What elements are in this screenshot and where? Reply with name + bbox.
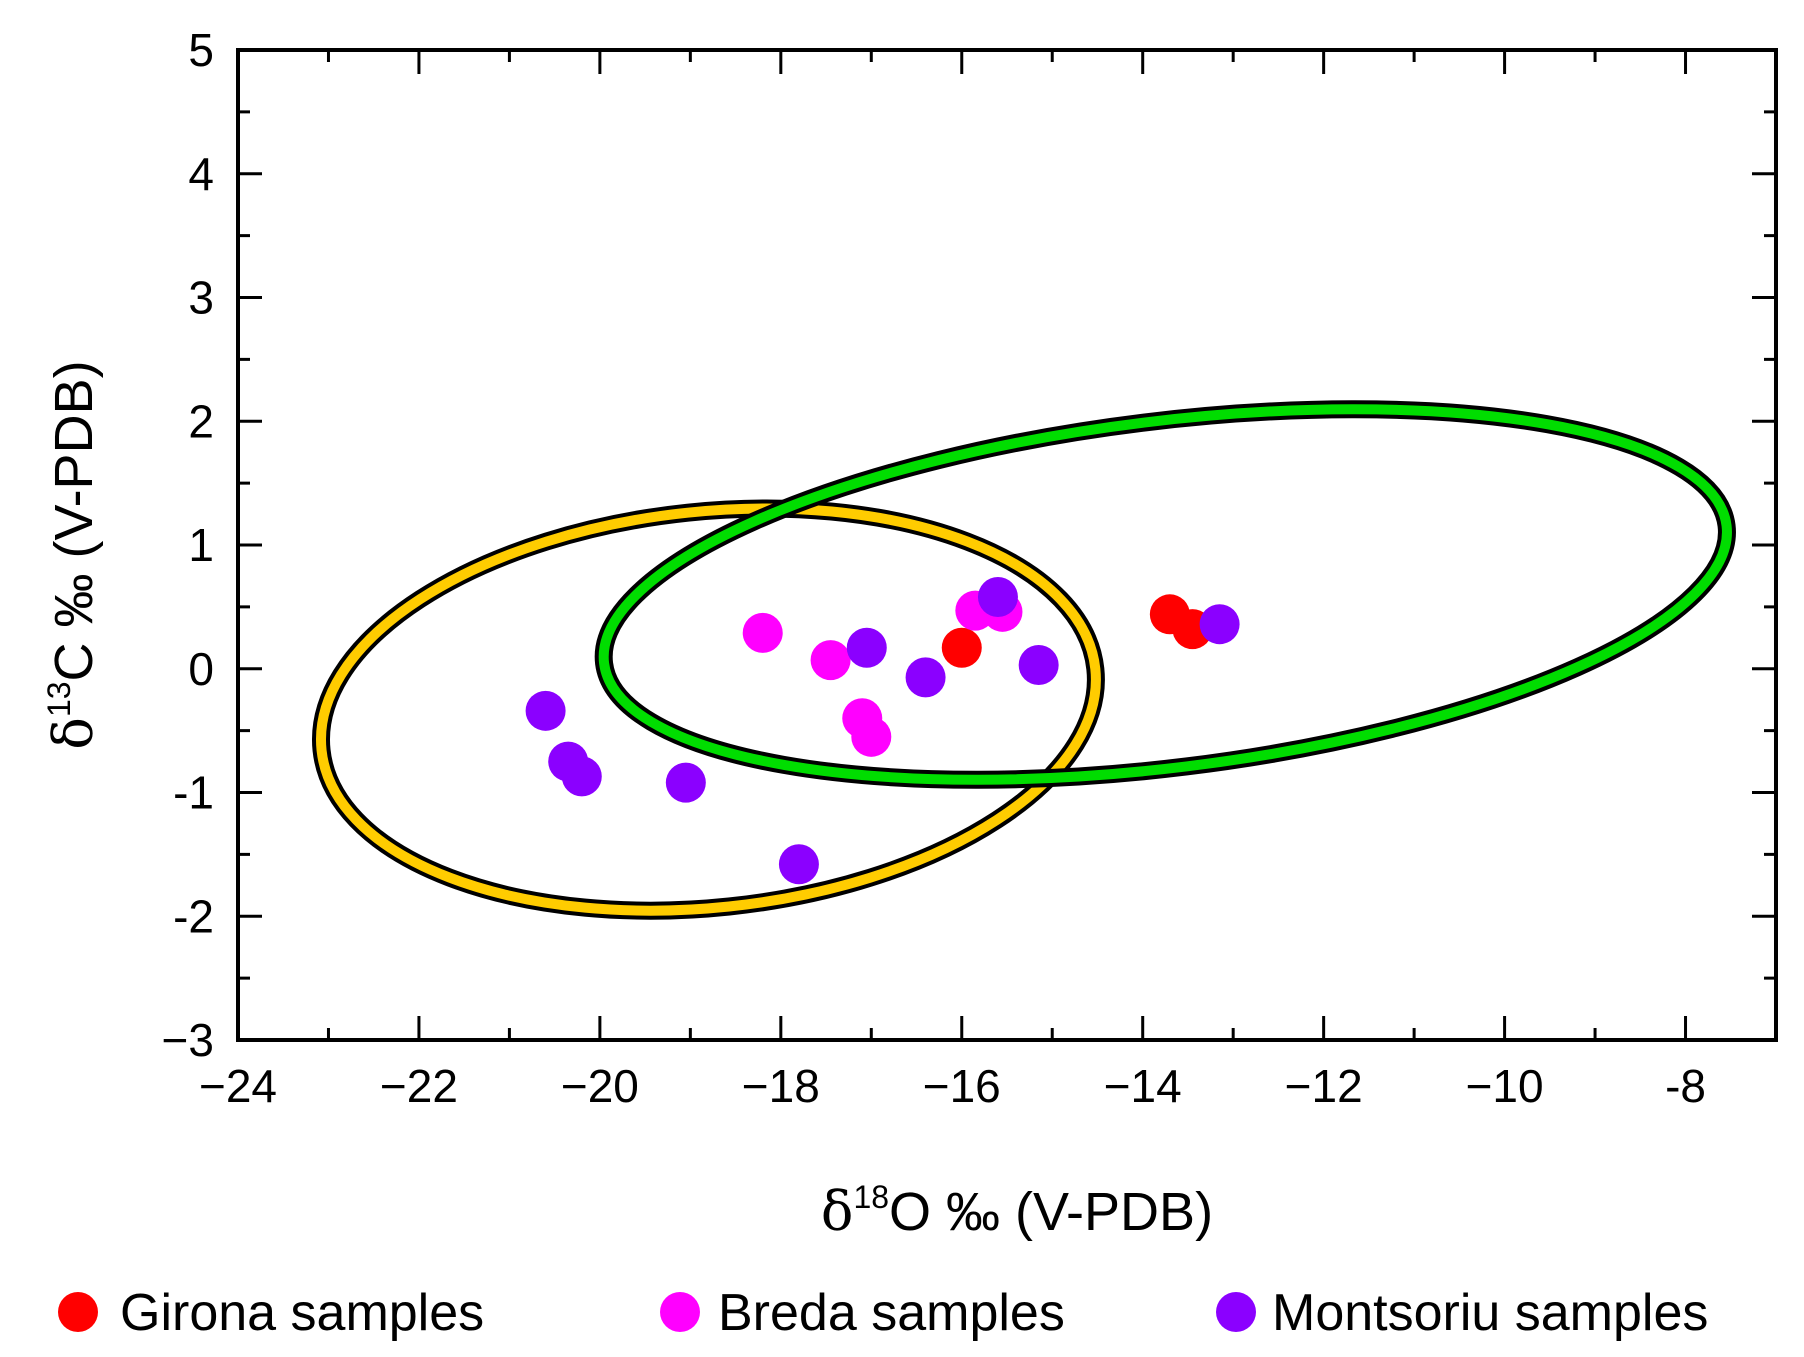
x-axis-title-suffix: O ‰ (V-PDB) [889,1182,1213,1242]
point-montsoriu-2 [561,756,602,797]
points-layer [525,576,1240,885]
point-montsoriu-8 [1018,645,1059,686]
point-montsoriu-7 [977,576,1018,617]
point-girona-2 [941,627,982,668]
yellow-field-ellipse [312,499,1105,920]
ellipse-layer [312,400,1736,920]
point-montsoriu-9 [1199,604,1240,645]
green-field-ring [598,404,1732,785]
legend-marker-montsoriu [1216,1292,1256,1332]
x-axis-title-prefix: δ [821,1180,854,1243]
point-montsoriu-4 [778,844,819,885]
legend-marker-breda [660,1292,700,1332]
y-axis-title-sup: 13 [41,681,77,717]
y-tick-label: 4 [188,148,214,200]
point-montsoriu-6 [905,657,946,698]
x-tick-label: −12 [1285,1060,1363,1112]
y-axis-title: δ13C ‰ (V-PDB) [41,360,105,749]
y-tick-label: 1 [188,519,214,571]
y-tick-label: 3 [188,272,214,324]
x-tick-label: −20 [561,1060,639,1112]
y-tick-label: -1 [173,767,214,819]
x-tick-label: −24 [199,1060,277,1112]
x-axis-title-sup: 18 [853,1179,889,1215]
x-tick-label: −14 [1104,1060,1182,1112]
y-tick-label: 2 [188,395,214,447]
legend-label-girona: Girona samples [120,1284,484,1342]
legend-marker-girona [58,1292,98,1332]
point-breda-3 [851,716,892,757]
x-tick-label: −18 [742,1060,820,1112]
y-tick-label: -2 [173,890,214,942]
y-tick-label: 0 [188,643,214,695]
point-montsoriu-0 [525,690,566,731]
point-breda-1 [810,640,851,681]
legend-label-montsoriu: Montsoriu samples [1272,1284,1708,1342]
yellow-field-ring [316,503,1101,916]
point-breda-0 [742,612,783,653]
y-axis-title-suffix: C ‰ (V-PDB) [44,360,104,681]
x-axis-title: δ18O ‰ (V-PDB) [821,1179,1213,1243]
ticks-layer [236,48,1778,1042]
x-tick-label: −10 [1466,1060,1544,1112]
y-axis-title-prefix: δ [42,717,105,750]
x-tick-label: −16 [923,1060,1001,1112]
point-montsoriu-5 [846,627,887,668]
point-montsoriu-3 [665,762,706,803]
legend-label-breda: Breda samples [718,1284,1065,1342]
tick-labels-layer: −24 −22 −20 −18 −16 −14 −12 −10 -8 5 4 3 2 1 0 -1 -2 −3 [162,24,1706,1112]
y-tick-label: −3 [162,1014,214,1066]
x-tick-label: -8 [1665,1060,1706,1112]
y-tick-label: 5 [188,24,214,76]
x-tick-label: −22 [380,1060,458,1112]
green-field-ellipse [594,400,1736,789]
legend: Girona samples Breda samples Montsoriu s… [58,1284,1708,1342]
